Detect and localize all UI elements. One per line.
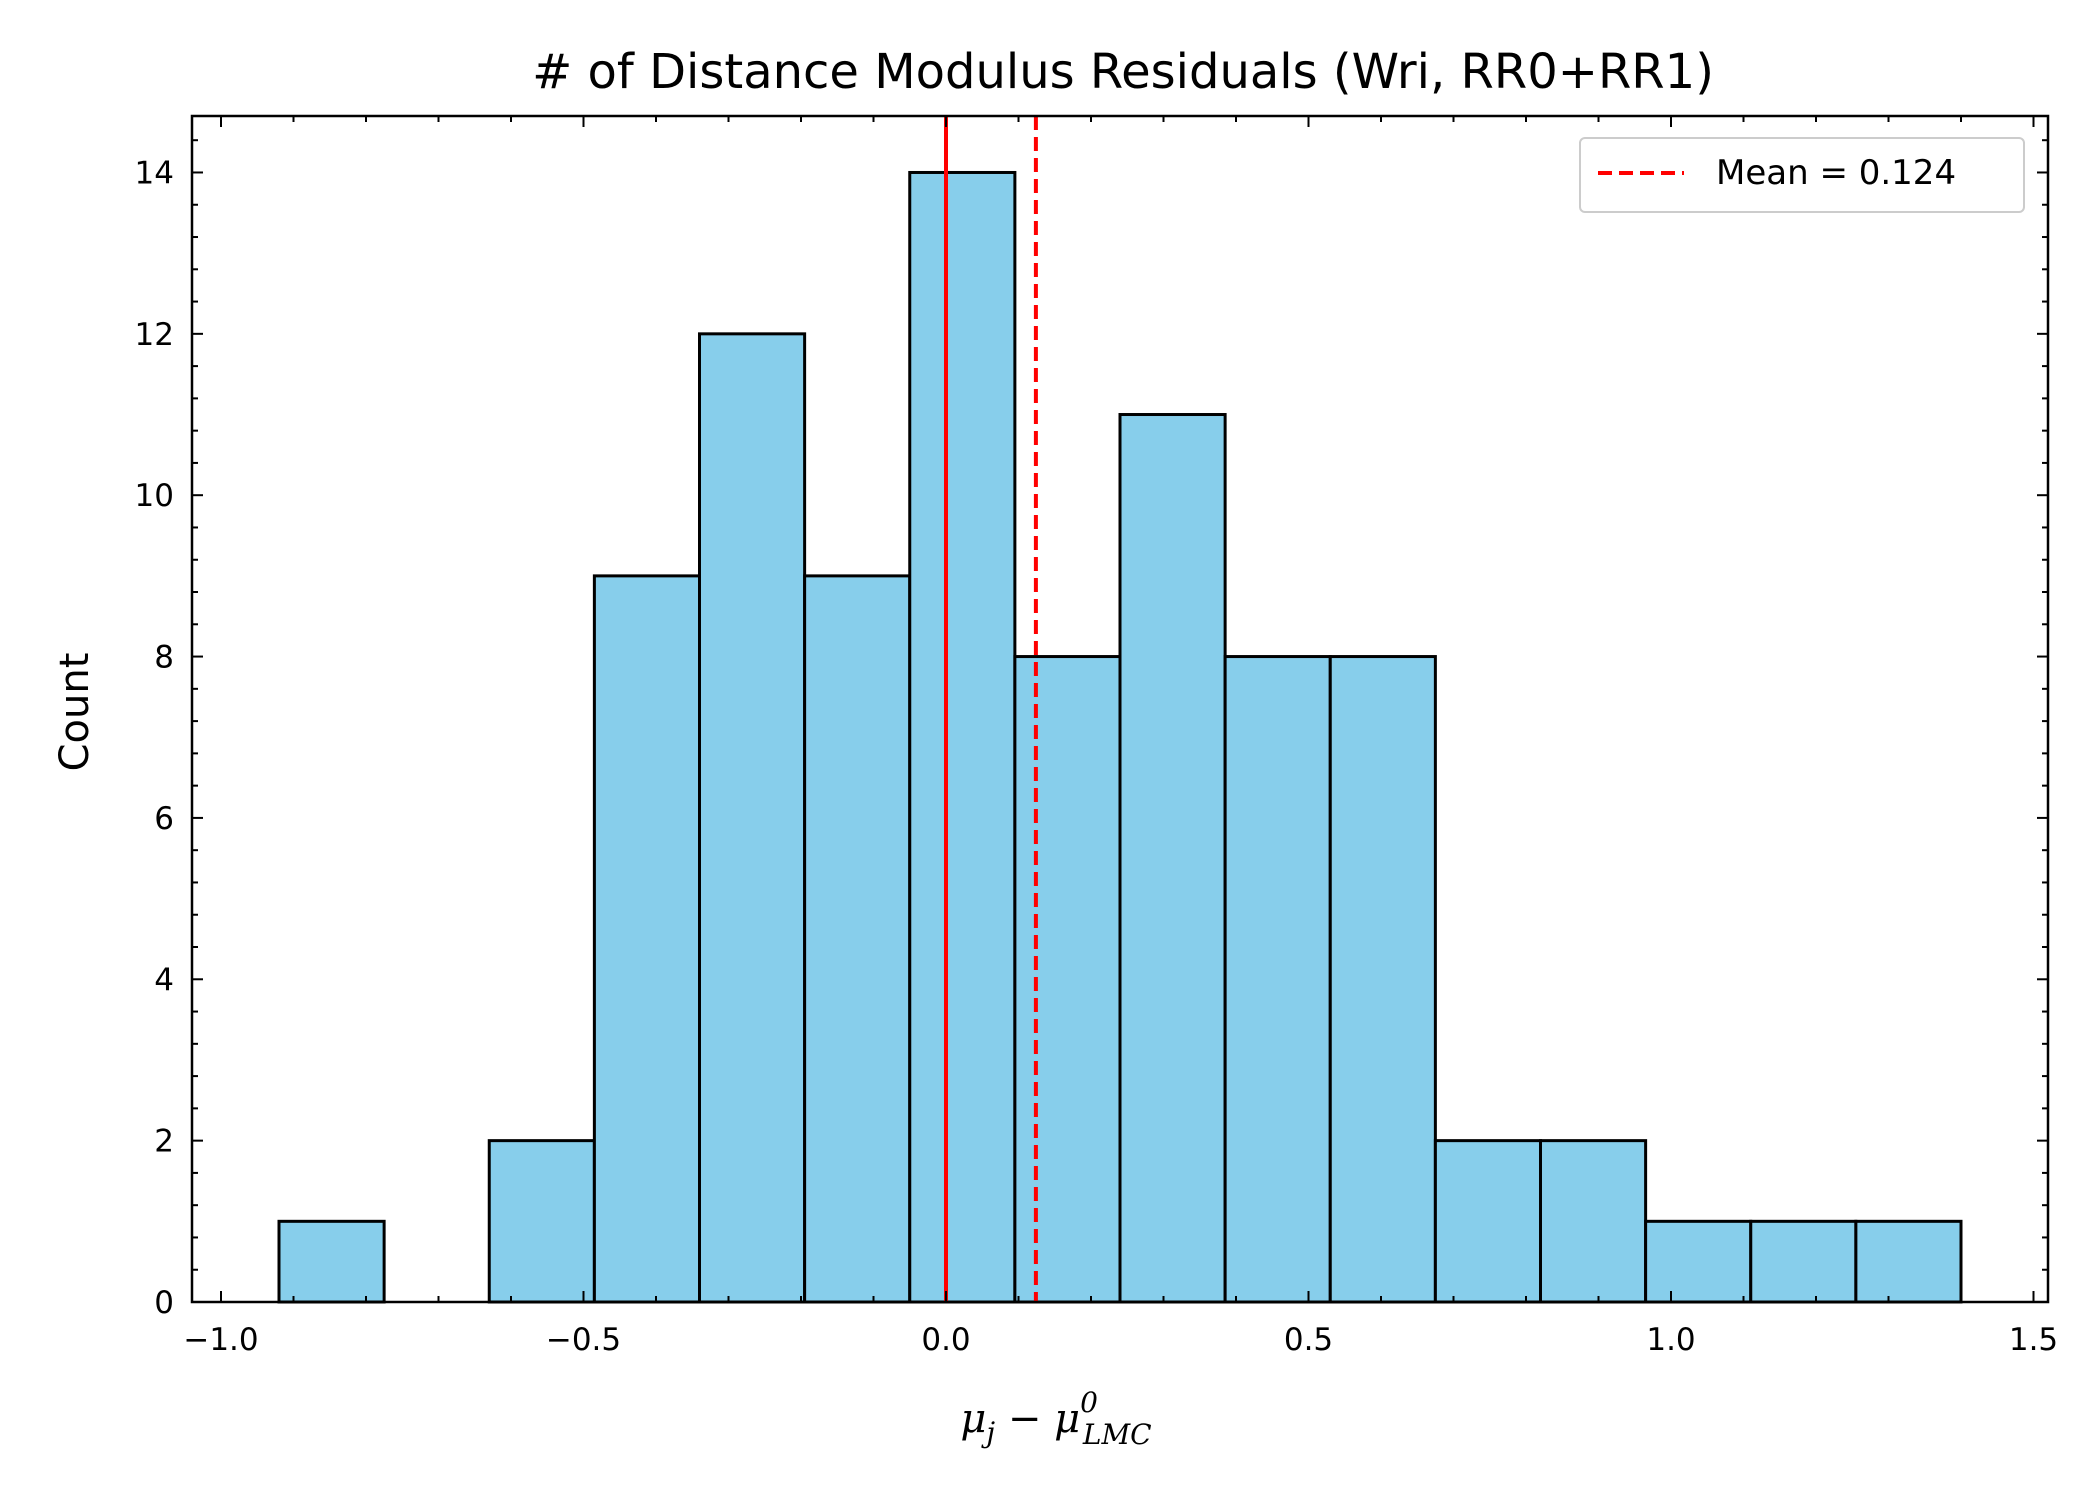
x-tick-label: 1.5 (2009, 1322, 2058, 1358)
plot-frame (190, 114, 2050, 1304)
y-tick-label: 12 (135, 317, 174, 353)
histogram-bar (803, 574, 912, 1304)
x-tick-label: 1.0 (1646, 1322, 1695, 1358)
histogram-bar (1223, 655, 1332, 1304)
histogram-bar (1749, 1219, 1858, 1304)
tick-labels: −1.0 −0.5 0.0 0.5 1.0 1.5 0 2 4 6 8 10 12 14 (135, 155, 2059, 1358)
histogram-bar (592, 574, 701, 1304)
chart-title: # of Distance Modulus Residuals (Wri, RR… (532, 44, 1714, 100)
histogram-bar (1118, 413, 1227, 1304)
reference-lines (944, 116, 1038, 1302)
y-tick-label: 6 (154, 801, 174, 837)
x-tick-label: −1.0 (183, 1322, 258, 1358)
histogram-bars (277, 170, 1963, 1304)
x-axis-label: μj − μ0 LMC (960, 1386, 1151, 1451)
y-axis-label: Count (52, 653, 98, 772)
y-tick-label: 10 (135, 478, 174, 514)
y-tick-label: 2 (154, 1124, 174, 1160)
x-label-minus: − (995, 1396, 1054, 1442)
y-tick-label: 8 (154, 640, 174, 676)
y-tick-label: 4 (154, 962, 174, 998)
histogram-bar (1854, 1219, 1963, 1304)
x-tick-label: 0.5 (1284, 1322, 1333, 1358)
x-tick-label: 0.0 (921, 1322, 970, 1358)
histogram-bar (277, 1219, 386, 1304)
x-label-sup-0: 0 (1080, 1386, 1098, 1419)
x-label-mu-1: μ (960, 1396, 986, 1442)
histogram-bar (1433, 1139, 1542, 1304)
legend-label-mean: Mean = 0.124 (1716, 153, 1956, 193)
histogram-bar (1013, 655, 1122, 1304)
y-tick-label: 0 (154, 1285, 174, 1321)
histogram-bar (698, 332, 807, 1304)
x-label-mu-2: μ (1054, 1396, 1080, 1442)
histogram-bar (1539, 1139, 1648, 1304)
histogram-bar (487, 1139, 596, 1304)
histogram-bar (1644, 1219, 1753, 1304)
histogram-bar (1328, 655, 1437, 1304)
x-label-sub-lmc: LMC (1082, 1418, 1152, 1451)
x-tick-label: −0.5 (546, 1322, 621, 1358)
legend: Mean = 0.124 (1579, 137, 2025, 213)
y-tick-label: 14 (135, 155, 174, 191)
legend-box (1579, 137, 2025, 213)
histogram-bar (908, 170, 1017, 1304)
